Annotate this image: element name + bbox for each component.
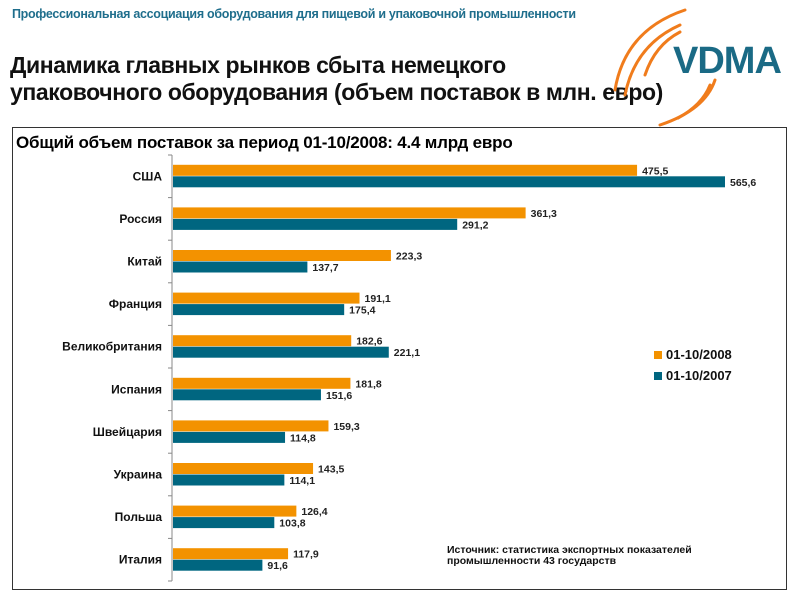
data-label: 181,8 bbox=[355, 378, 381, 390]
vdma-logo-text: VDMA bbox=[673, 40, 782, 82]
data-label: 126,4 bbox=[301, 506, 327, 518]
bar-01-10-2007 bbox=[173, 176, 725, 188]
category-label: Испания bbox=[111, 382, 162, 396]
legend-swatch-2007 bbox=[654, 371, 662, 380]
category-label: Россия bbox=[119, 212, 162, 226]
data-label: 182,6 bbox=[356, 336, 382, 348]
data-label: 114,8 bbox=[290, 432, 316, 444]
category-label: Великобритания bbox=[62, 340, 162, 354]
data-label: 114,1 bbox=[289, 475, 315, 487]
category-label: Швейцария bbox=[93, 425, 162, 439]
data-label: 143,5 bbox=[318, 464, 344, 476]
bar-01-10-2008 bbox=[173, 292, 360, 304]
category-label: США bbox=[133, 169, 163, 183]
category-label: Италия bbox=[119, 553, 162, 567]
bar-01-10-2008 bbox=[173, 207, 526, 219]
bar-01-10-2008 bbox=[173, 335, 352, 347]
bar-01-10-2008 bbox=[173, 164, 638, 176]
bar-01-10-2007 bbox=[173, 346, 389, 358]
bar-01-10-2007 bbox=[173, 218, 458, 230]
data-label: 91,6 bbox=[267, 560, 288, 572]
bar-01-10-2008 bbox=[173, 420, 329, 432]
data-label: 137,7 bbox=[312, 262, 338, 274]
data-label: 223,3 bbox=[396, 251, 422, 263]
bar-01-10-2007 bbox=[173, 261, 308, 273]
source-note-line-2: промышленности 43 государств bbox=[447, 555, 617, 567]
page-title: Динамика главных рынков сбыта немецкого … bbox=[10, 52, 663, 106]
bar-01-10-2008 bbox=[173, 548, 289, 560]
legend-item-2008: 01-10/2008 bbox=[654, 344, 732, 365]
source-note: Источник: статистика экспортных показате… bbox=[447, 545, 692, 567]
bar-01-10-2008 bbox=[173, 250, 391, 261]
data-label: 191,1 bbox=[365, 293, 391, 305]
bar-01-10-2008 bbox=[173, 463, 314, 474]
vdma-logo-arcs-icon bbox=[613, 8, 717, 127]
data-label: 565,6 bbox=[730, 177, 756, 189]
chart-frame bbox=[12, 127, 787, 590]
data-label: 103,8 bbox=[279, 518, 305, 530]
bar-01-10-2008 bbox=[173, 505, 297, 517]
data-label: 475,5 bbox=[642, 165, 668, 177]
category-label: Франция bbox=[109, 297, 162, 311]
bar-01-10-2007 bbox=[173, 389, 321, 401]
category-label: Польша bbox=[115, 510, 163, 524]
bar-01-10-2007 bbox=[173, 304, 345, 316]
bar-01-10-2008 bbox=[173, 377, 351, 389]
bar-01-10-2007 bbox=[173, 517, 275, 529]
data-label: 175,4 bbox=[349, 305, 375, 317]
chart-legend: 01-10/2008 01-10/2007 bbox=[654, 344, 732, 386]
data-label: 117,9 bbox=[293, 549, 319, 561]
category-label: Китай bbox=[127, 255, 162, 269]
association-subtitle: Профессиональная ассоциация оборудования… bbox=[12, 7, 576, 21]
legend-label-2007: 01-10/2007 bbox=[666, 368, 732, 383]
bar-01-10-2007 bbox=[173, 474, 285, 486]
legend-swatch-2008 bbox=[654, 350, 662, 359]
data-label: 291,2 bbox=[462, 219, 488, 231]
legend-item-2007: 01-10/2007 bbox=[654, 365, 732, 386]
category-label: Украина bbox=[114, 468, 163, 482]
chart-title: Общий объем поставок за период 01-10/200… bbox=[16, 133, 513, 152]
data-label: 221,1 bbox=[394, 347, 420, 359]
data-label: 159,3 bbox=[333, 421, 359, 433]
data-label: 151,6 bbox=[326, 390, 352, 402]
legend-label-2008: 01-10/2008 bbox=[666, 347, 732, 362]
bar-01-10-2007 bbox=[173, 431, 286, 443]
page-title-line-2: упаковочного оборудования (объем поставо… bbox=[10, 79, 663, 105]
data-label: 361,3 bbox=[531, 208, 557, 220]
source-note-line-1: Источник: статистика экспортных показате… bbox=[447, 544, 692, 556]
bar-01-10-2007 bbox=[173, 559, 263, 571]
page-title-line-1: Динамика главных рынков сбыта немецкого bbox=[10, 52, 506, 78]
